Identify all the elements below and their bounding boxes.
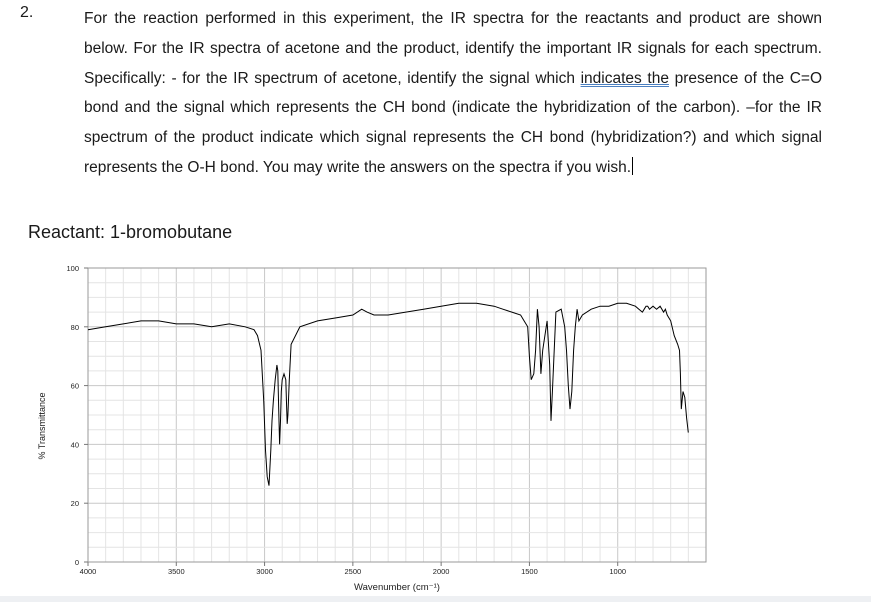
- y-tick-label: 100: [66, 264, 79, 273]
- x-tick-label: 4000: [80, 567, 97, 576]
- chart-grid: [87, 267, 707, 563]
- y-tick-label: 40: [71, 440, 79, 449]
- x-tick-label: 2000: [433, 567, 450, 576]
- x-tick-label: 1500: [521, 567, 538, 576]
- text-cursor: [632, 156, 634, 175]
- x-tick-label: 3000: [256, 567, 273, 576]
- y-tick-label: 60: [71, 382, 79, 391]
- y-tick-label: 80: [71, 323, 79, 332]
- underlined-phrase: indicates the: [580, 69, 669, 87]
- x-tick-label: 2500: [345, 567, 362, 576]
- question-number: 2.: [20, 4, 34, 21]
- y-tick-label: 20: [71, 499, 79, 508]
- plot-frame: [87, 267, 707, 563]
- bottom-scroll-strip: [0, 596, 871, 602]
- x-tick-label: 1000: [609, 567, 626, 576]
- x-axis-label: Wavenumber (cm⁻¹): [354, 582, 440, 593]
- section-title: Reactant: 1-bromobutane: [28, 222, 233, 242]
- x-tick-label: 3500: [168, 567, 185, 576]
- question-text[interactable]: For the reaction performed in this exper…: [84, 4, 822, 183]
- y-tick-label: 0: [75, 558, 79, 567]
- question-text-part-1: For the reaction performed in this exper…: [84, 10, 822, 87]
- question-text-part-2: presence of the C=O bond and the signal …: [84, 69, 823, 176]
- axis-ticks: 4000 3500 3000 2500 2000 1500 1000 0 20 40 60 80 100: [66, 264, 626, 576]
- spectrum-line: [87, 302, 689, 486]
